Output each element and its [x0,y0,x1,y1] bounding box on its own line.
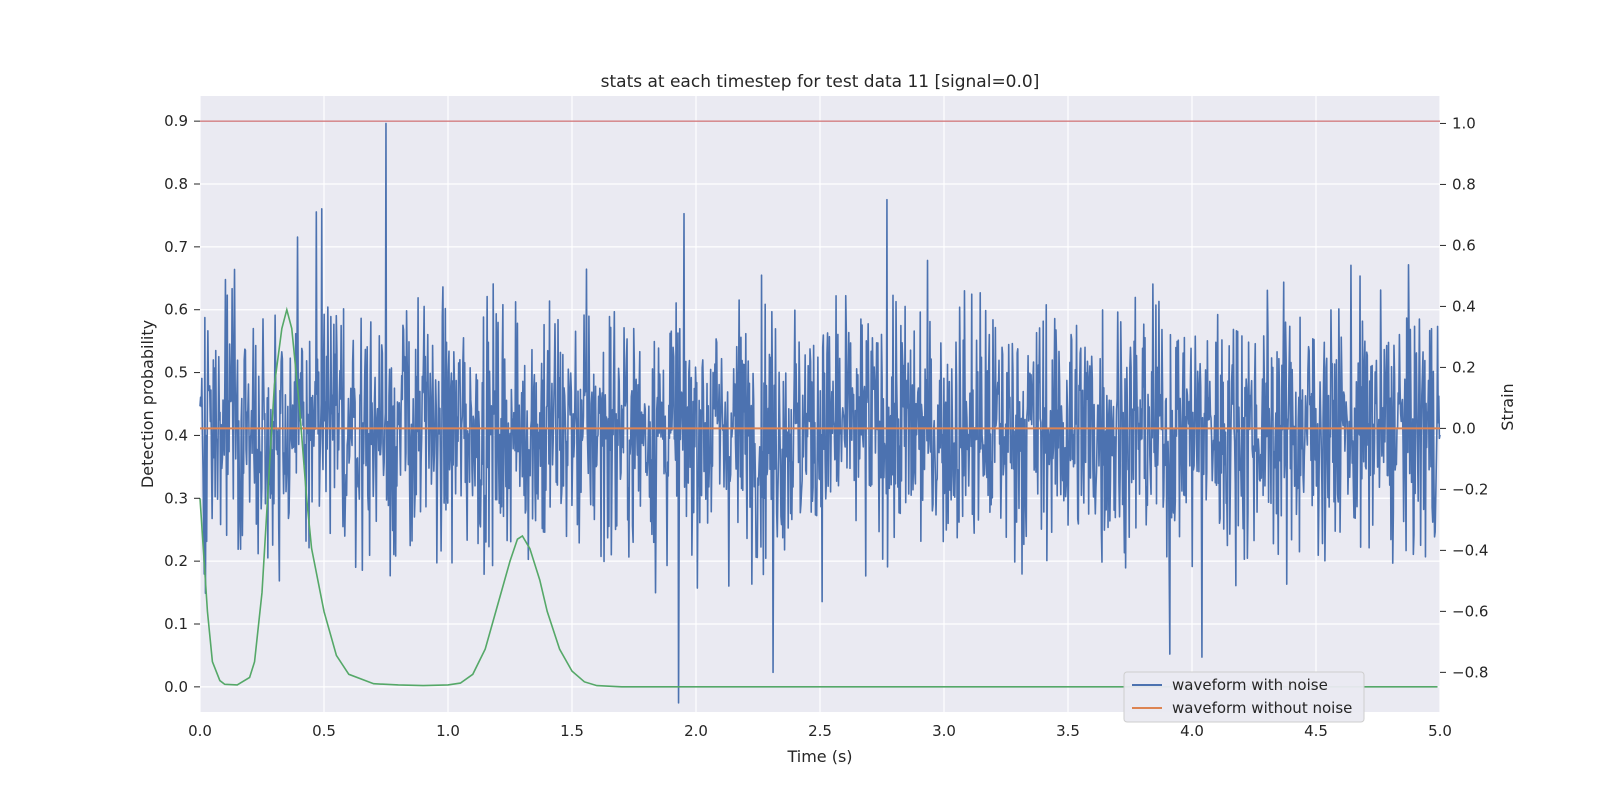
grid [199,96,1441,712]
x-tick-label: 1.0 [436,722,460,740]
legend-box [1123,671,1365,723]
x-tick-label: 2.5 [808,722,832,740]
x-tick-label: 1.5 [560,722,584,740]
y-tick-label-left: 0.4 [164,426,188,444]
y-tick-label-right: −0.4 [1452,541,1488,559]
x-tick-label: 2.0 [684,722,708,740]
x-tick-label: 3.5 [1056,722,1080,740]
y-tick-label-left: 0.2 [164,552,188,570]
legend-label-waveform-with-noise: waveform with noise [1172,676,1328,694]
legend: waveform with noise waveform without noi… [1123,671,1365,723]
x-tick-label: 4.0 [1180,722,1204,740]
y-tick-label-left: 0.0 [164,678,188,696]
y-tick-label-right: −0.6 [1452,602,1488,620]
series-detection-probability [199,306,1438,688]
chart-title: stats at each timestep for test data 11 … [601,72,1040,92]
x-tick-label: 4.5 [1304,722,1328,740]
y-tick-label-left: 0.9 [164,112,188,130]
y-tick-label-right: 1.0 [1452,114,1476,132]
y-tick-label-right: 0.2 [1452,358,1476,376]
x-tick-label: 3.0 [932,722,956,740]
y-tick-label-right: 0.0 [1452,419,1476,437]
x-axis-label: Time (s) [786,747,852,766]
axes: 0.0 0.5 1.0 1.5 2.0 2.5 3.0 3.5 4.0 4.5 5.0 0.0 0.1 0… [164,112,1488,740]
y-tick-label-right: −0.8 [1452,663,1488,681]
y-tick-label-left: 0.8 [164,175,188,193]
x-tick-label: 0.0 [188,722,212,740]
y-tick-label-left: 0.5 [164,364,188,382]
legend-label-waveform-without-noise: waveform without noise [1172,699,1352,717]
y-tick-label-right: 0.6 [1452,236,1476,254]
y-tick-label-right: 0.4 [1452,297,1476,315]
y-tick-label-left: 0.3 [164,489,188,507]
x-tick-label: 0.5 [312,722,336,740]
x-tick-label: 5.0 [1428,722,1452,740]
y-axis-label-left: Detection probability [138,320,157,488]
y-tick-label-left: 0.7 [164,238,188,256]
series-waveform-with-noise [199,122,1441,704]
y-tick-label-left: 0.6 [164,301,188,319]
y-tick-label-right: −0.2 [1452,480,1488,498]
y-axis-label-right: Strain [1498,383,1517,430]
y-tick-label-left: 0.1 [164,615,188,633]
series-layer [199,120,1441,704]
y-tick-label-right: 0.8 [1452,175,1476,193]
